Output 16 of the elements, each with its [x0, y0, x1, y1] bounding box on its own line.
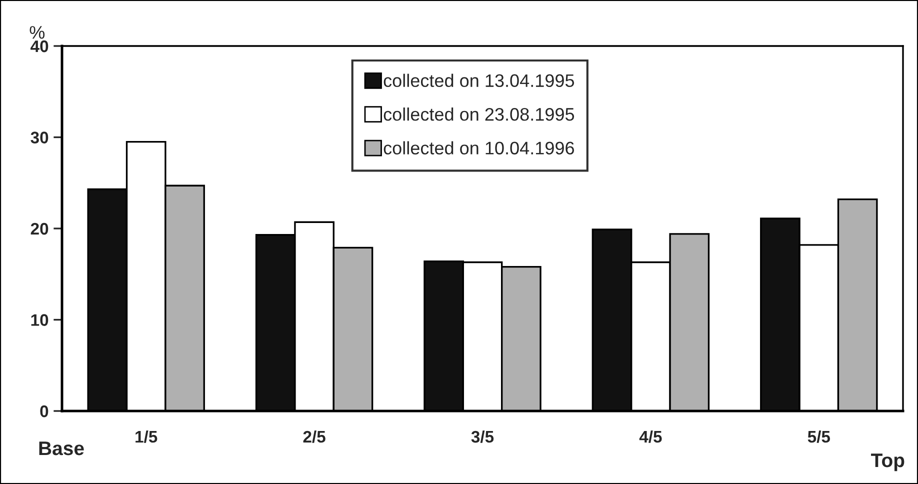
legend-label: collected on 10.04.1996 — [384, 141, 574, 154]
y-tick-label: 40 — [30, 40, 48, 52]
x-tick-label: 1/5 — [136, 430, 158, 443]
x-tick-label: 4/5 — [639, 430, 662, 443]
y-tick-label: 20 — [30, 222, 48, 235]
legend-label: collected on 13.04.1995 — [384, 74, 574, 88]
x-tick-label: 3/5 — [471, 430, 494, 443]
y-tick-label: 30 — [30, 132, 48, 144]
y-axis-title: % — [30, 26, 45, 39]
legend-label: collected on 23.08.1995 — [384, 108, 574, 121]
text: Top — [871, 454, 904, 472]
y-tick-label: 0 — [40, 405, 48, 418]
y-tick-label: 10 — [31, 314, 48, 326]
x-tick-label: 5/5 — [808, 430, 830, 443]
text: Base — [39, 442, 84, 456]
x-tick-label: 2/5 — [303, 430, 326, 443]
